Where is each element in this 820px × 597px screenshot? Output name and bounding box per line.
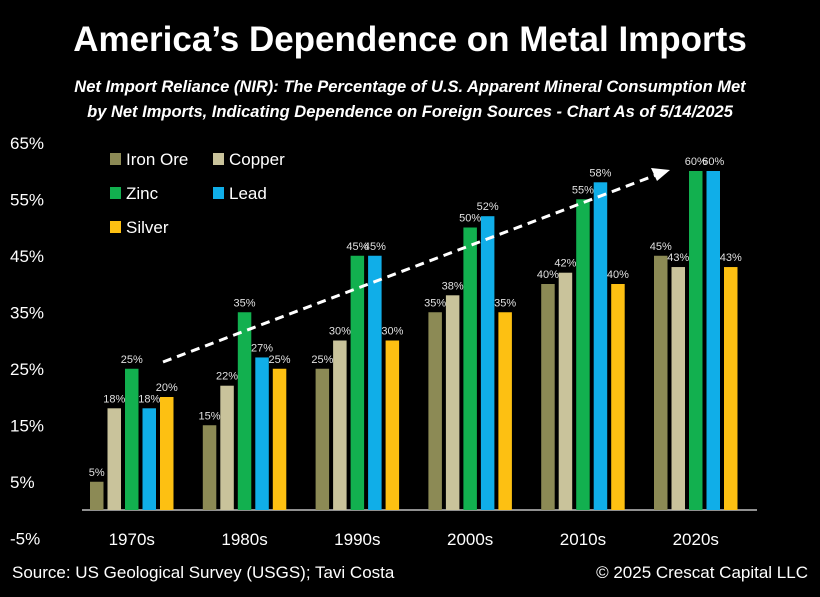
legend-label: Lead <box>229 184 267 203</box>
y-tick-label: 65% <box>10 134 44 153</box>
data-label: 27% <box>251 342 273 354</box>
data-label: 45% <box>364 241 386 253</box>
bar-iron-ore <box>90 481 104 510</box>
bar-copper <box>445 295 460 510</box>
bar-zinc <box>689 171 703 510</box>
x-tick-label: 2020s <box>673 530 719 549</box>
data-label: 52% <box>477 201 499 213</box>
bar-iron-ore <box>428 312 442 510</box>
legend-swatch <box>110 221 121 233</box>
legend-swatch <box>213 187 224 199</box>
data-label: 25% <box>269 354 291 366</box>
data-label: 38% <box>442 280 464 292</box>
bar-iron-ore <box>654 255 668 510</box>
data-label: 45% <box>650 241 672 253</box>
bar-lead <box>480 216 495 510</box>
bar-silver <box>611 284 625 510</box>
data-label: 58% <box>589 167 611 179</box>
bar-lead <box>368 255 382 510</box>
y-tick-label: 35% <box>10 303 44 322</box>
data-label: 45% <box>346 241 368 253</box>
bar-lead <box>255 357 269 510</box>
data-label: 60% <box>685 156 707 168</box>
data-label: 35% <box>234 297 256 309</box>
y-tick-label: 25% <box>10 360 44 379</box>
bar-zinc <box>463 227 477 510</box>
data-label: 42% <box>554 258 576 270</box>
data-label: 55% <box>572 184 594 196</box>
x-tick-label: 1970s <box>109 530 155 549</box>
chart-title: America’s Dependence on Metal Imports <box>73 20 747 59</box>
data-label: 18% <box>103 393 125 405</box>
x-tick-label: 2010s <box>560 530 606 549</box>
bar-silver <box>160 397 174 510</box>
y-tick-label: 5% <box>10 473 35 492</box>
chart-subtitle-line-2: by Net Imports, Indicating Dependence on… <box>87 103 733 121</box>
bar-copper <box>333 340 347 510</box>
data-label: 43% <box>667 252 689 264</box>
y-tick-label: 45% <box>10 247 44 266</box>
data-label: 35% <box>494 297 516 309</box>
legend-label: Iron Ore <box>126 150 188 169</box>
bar-silver <box>272 368 287 510</box>
data-label: 43% <box>720 252 742 264</box>
data-label: 30% <box>329 326 351 338</box>
legend-swatch <box>110 187 121 199</box>
legend-swatch <box>213 153 224 165</box>
bar-copper <box>220 385 234 510</box>
bar-zinc <box>350 255 365 510</box>
legend-swatch <box>110 153 121 165</box>
bar-zinc <box>576 199 590 510</box>
x-tick-label: 2000s <box>447 530 493 549</box>
legend-label: Zinc <box>126 184 159 203</box>
bar-silver <box>385 340 400 510</box>
data-label: 25% <box>311 354 333 366</box>
bar-zinc <box>125 368 139 510</box>
bar-zinc <box>237 312 252 510</box>
data-label: 5% <box>89 467 105 479</box>
data-label: 15% <box>199 410 221 422</box>
x-tick-label: 1980s <box>221 530 267 549</box>
trend-arrow-line <box>162 173 657 364</box>
data-label: 30% <box>381 326 403 338</box>
bar-copper <box>671 267 685 510</box>
legend-label: Silver <box>126 218 169 237</box>
trend-arrow-head-icon <box>651 168 670 181</box>
bar-iron-ore <box>202 425 217 510</box>
y-tick-label: 15% <box>10 416 44 435</box>
bar-silver <box>498 312 512 510</box>
y-tick-label: 55% <box>10 190 44 209</box>
data-label: 40% <box>537 269 559 281</box>
data-label: 25% <box>121 354 143 366</box>
data-label: 50% <box>459 213 481 225</box>
data-label: 35% <box>424 297 446 309</box>
data-label: 18% <box>138 393 160 405</box>
source-note: Source: US Geological Survey (USGS); Tav… <box>12 563 395 582</box>
data-label: 20% <box>156 382 178 394</box>
copyright-note: © 2025 Crescat Capital LLC <box>596 563 808 582</box>
bar-lead <box>593 182 608 511</box>
x-tick-label: 1990s <box>334 530 380 549</box>
legend-label: Copper <box>229 150 285 169</box>
bar-copper <box>558 272 573 510</box>
bar-lead <box>142 408 156 510</box>
bar-lead <box>706 171 720 510</box>
bar-iron-ore <box>541 284 555 510</box>
y-tick-label: -5% <box>10 529 40 548</box>
chart-subtitle-line-1: Net Import Reliance (NIR): The Percentag… <box>74 78 746 96</box>
data-label: 22% <box>216 371 238 383</box>
bar-iron-ore <box>315 368 330 510</box>
data-label: 40% <box>607 269 629 281</box>
data-label: 60% <box>702 156 724 168</box>
bar-copper <box>107 408 121 510</box>
bar-silver <box>724 267 738 510</box>
